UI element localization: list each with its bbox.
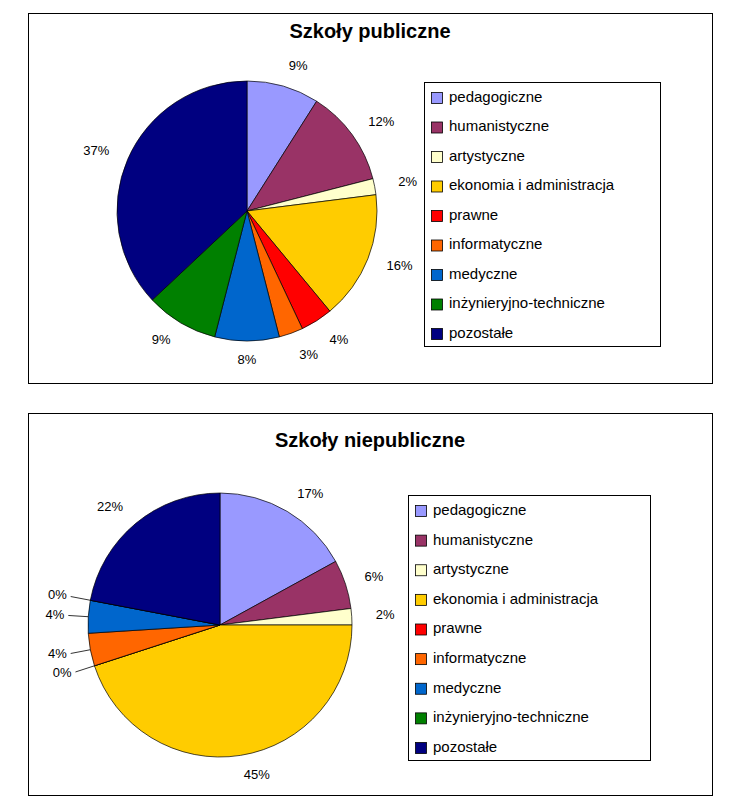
chart-frame [29, 414, 713, 796]
data-label: 17% [297, 486, 323, 501]
legend-swatch [432, 270, 443, 281]
leader-line [71, 597, 91, 601]
data-label: 2% [376, 607, 395, 622]
pie-slice [90, 493, 220, 625]
chart-title: Szkoły publiczne [289, 20, 450, 42]
chart-frame [29, 14, 713, 384]
legend-label: informatyczne [449, 235, 542, 252]
data-label: 4% [46, 607, 65, 622]
data-label: 8% [238, 352, 257, 367]
legend-frame [409, 496, 651, 761]
legend-swatch [432, 240, 443, 251]
legend-swatch [416, 535, 427, 546]
legend-label: prawne [449, 206, 498, 223]
legend-label: artystyczne [449, 147, 525, 164]
data-label: 9% [289, 58, 308, 73]
data-label: 3% [299, 347, 318, 362]
pie-slice [117, 81, 247, 300]
data-label: 37% [83, 143, 109, 158]
legend-swatch [416, 713, 427, 724]
pie-slice [220, 608, 352, 625]
legend-swatch [416, 743, 427, 754]
slices [88, 493, 352, 757]
legend-label: inżynieryjno-techniczne [433, 708, 589, 725]
legend-swatch [432, 152, 443, 163]
legend-swatch [416, 594, 427, 605]
chart: Szkoły publiczne 9% 12% 2% 16% 4% 3% 8% 9% 37% ped… [29, 14, 713, 384]
data-label: 45% [244, 767, 270, 782]
data-label: 4% [48, 646, 67, 661]
data-label: 4% [330, 332, 349, 347]
legend-swatch [416, 565, 427, 576]
slices [117, 81, 377, 341]
leader-line [75, 666, 94, 672]
legend-frame [425, 83, 661, 347]
data-label: 6% [365, 569, 384, 584]
legend-label: inżynieryjno-techniczne [449, 294, 605, 311]
legend-label: ekonomia i administracja [433, 590, 599, 607]
legend-swatch [432, 329, 443, 340]
legend-swatch [432, 181, 443, 192]
legend-swatch [416, 624, 427, 635]
legend-label: medyczne [449, 265, 517, 282]
data-labels: 9% 12% 2% 16% 4% 3% 8% 9% 37% [83, 58, 417, 367]
legend-label: medyczne [433, 679, 501, 696]
data-label: 0% [53, 665, 72, 680]
legend-swatch [432, 93, 443, 104]
legend-swatch [432, 211, 443, 222]
legend-swatch [416, 654, 427, 665]
chart-title: Szkoły niepubliczne [275, 429, 465, 451]
page: Szkoły publiczne 9% 12% 2% 16% 4% 3% 8% 9% 37% ped… [0, 0, 733, 799]
legend-label: pozostałe [449, 324, 513, 341]
legend-label: humanistyczne [449, 117, 549, 134]
legend-label: humanistyczne [433, 531, 533, 548]
data-label: 16% [386, 258, 412, 273]
legend-label: artystyczne [433, 560, 509, 577]
legend-label: pedagogiczne [433, 501, 526, 518]
leader-line [68, 615, 88, 616]
legend-label: pedagogiczne [449, 88, 542, 105]
legend: pedagogiczne humanistyczne artystyczne ekon… [409, 496, 651, 761]
data-label: 12% [368, 114, 394, 129]
leader-line [71, 650, 91, 654]
legend-swatch [432, 299, 443, 310]
legend-label: ekonomia i administracja [449, 176, 615, 193]
data-label: 22% [97, 499, 123, 514]
data-labels: 17% 6% 2% 45% 0% 4% 4% 0% 22% [46, 486, 395, 782]
legend-swatch [432, 122, 443, 133]
legend-label: informatyczne [433, 649, 526, 666]
data-label: 2% [398, 174, 417, 189]
legend-label: prawne [433, 619, 482, 636]
legend-swatch [416, 683, 427, 694]
data-label: 0% [48, 587, 67, 602]
data-label: 9% [152, 332, 171, 347]
legend-label: pozostałe [433, 738, 497, 755]
legend: pedagogiczne humanistyczne artystyczne ekon… [425, 83, 661, 347]
legend-swatch [416, 506, 427, 517]
chart: Szkoły niepubliczne 17% 6% 2% 45% 0% 4% 4% 0% 22%… [29, 414, 713, 796]
